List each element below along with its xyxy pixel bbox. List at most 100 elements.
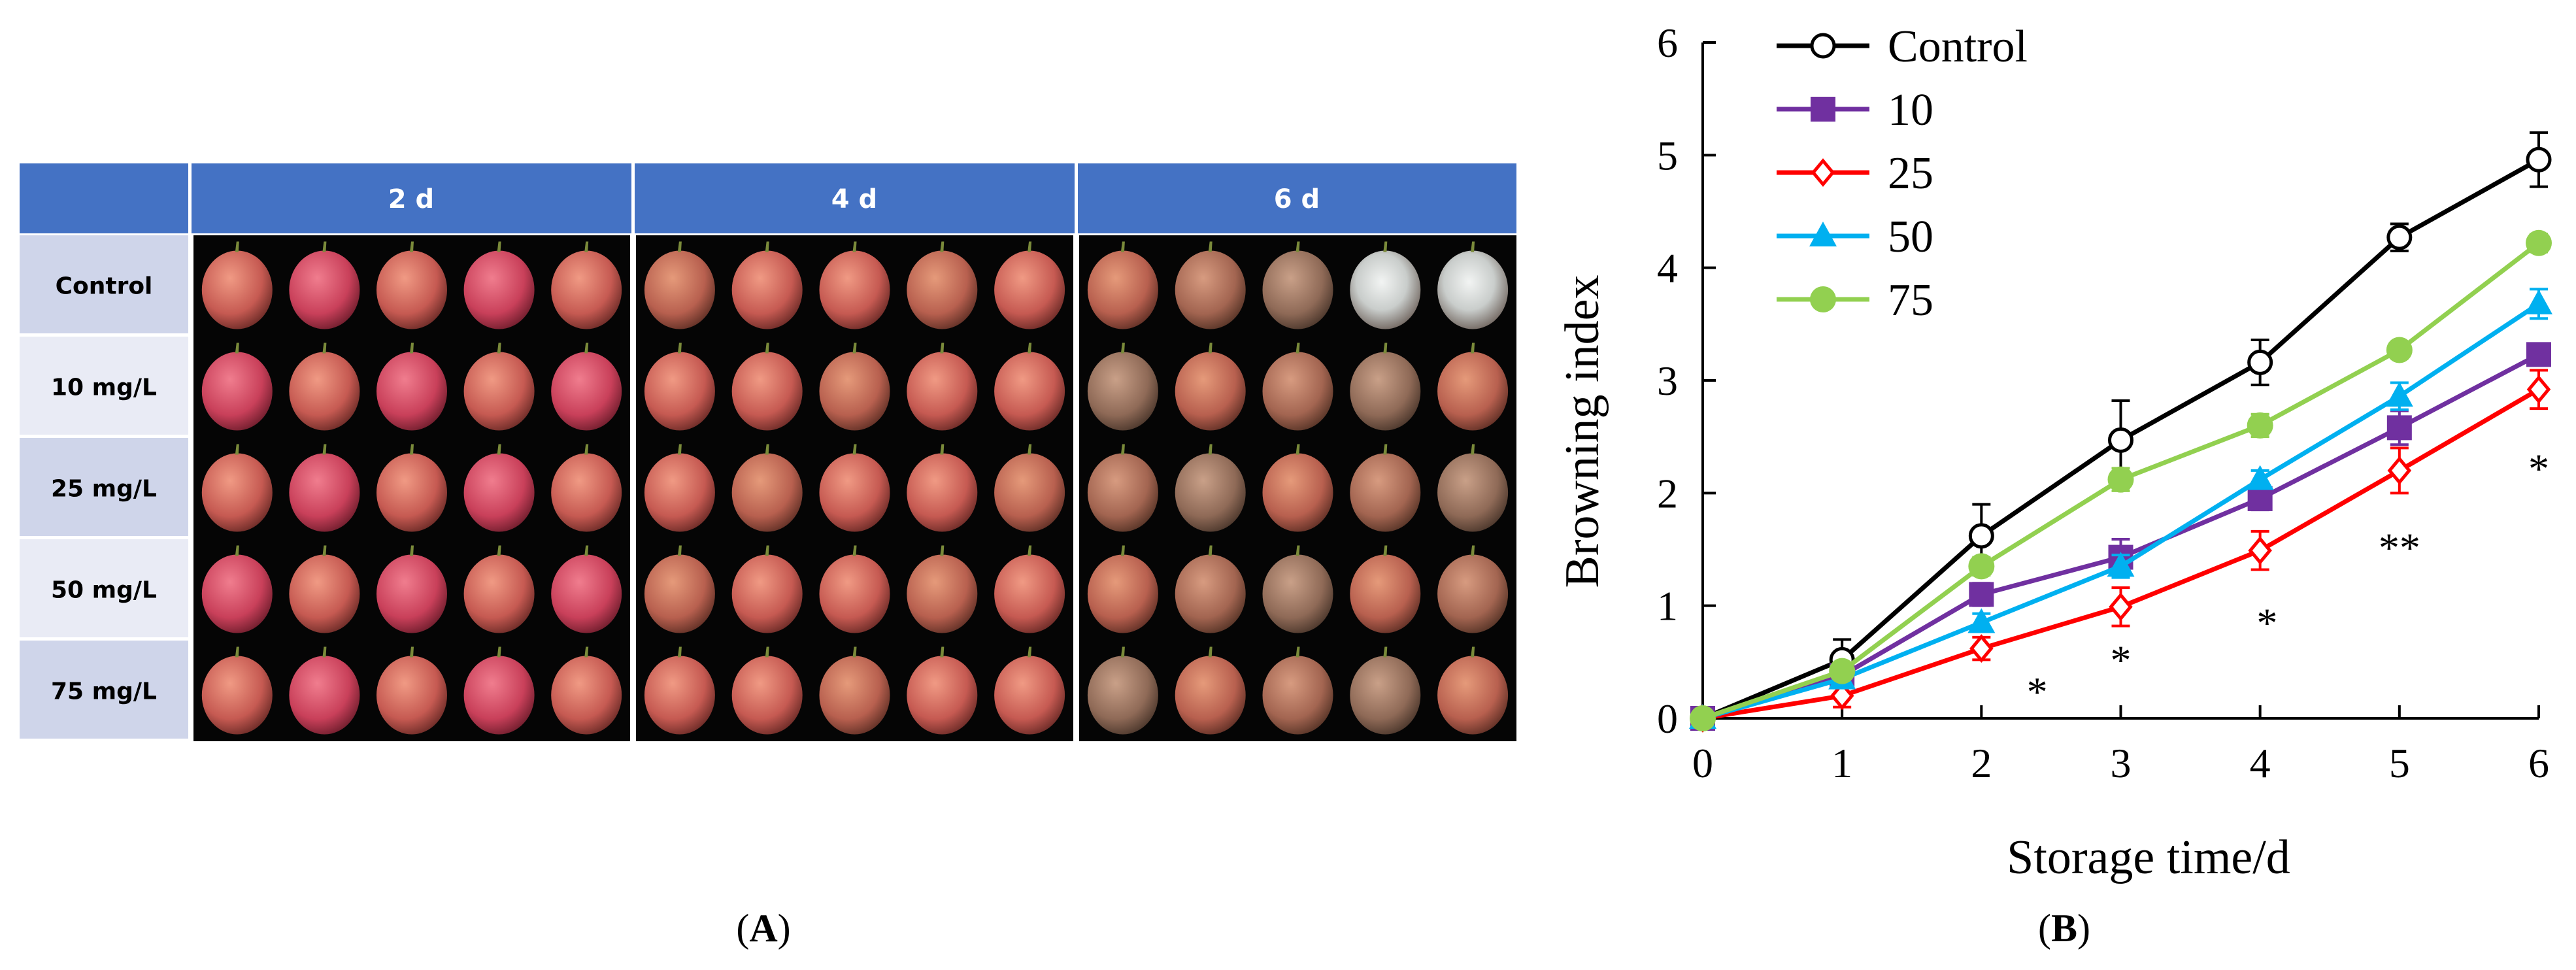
lychee-stem [1120,646,1125,658]
lychee-fruit [201,554,273,633]
lychee-fruit [1350,453,1421,532]
lychee-stem [1471,545,1475,556]
lychee-fruit [1175,250,1246,329]
lychee-stem [1208,343,1213,354]
lychee-fruit [289,250,360,329]
lychee-fruit [731,453,803,532]
lychee-fruit [289,656,360,735]
panel-a-letter: A [749,907,777,950]
x-tick-label: 0 [1692,740,1713,786]
lychee-fruit [1262,250,1333,329]
legend-marker [1810,33,1836,59]
lychee-fruit [1262,453,1333,532]
lychee-fruit [289,554,360,633]
x-tick-label: 3 [2111,740,2132,786]
legend-marker [1811,97,1835,122]
lychee-fruit [463,554,535,633]
data-point [2108,427,2133,453]
legend-marker [1811,158,1835,187]
header-divider [1075,163,1078,233]
lychee-stem [677,444,682,455]
legend-marker [1810,286,1836,312]
lychee-stem [1383,545,1388,556]
data-point [2386,224,2413,250]
lychee-stem [1296,241,1300,252]
significance-marker: * [2027,669,2048,715]
lychee-stem [1471,241,1475,252]
lychee-stem [1208,545,1213,556]
lychee-fruit [376,656,447,735]
data-point [1969,582,1994,607]
lychee-fruit [1437,554,1509,633]
lychee-stem [852,444,857,455]
lychee-stem [765,545,769,556]
legend-marker [1809,222,1837,246]
lychee-fruit [463,352,535,431]
lychee-stem [940,646,945,658]
legend-item-control: Control [1777,22,2028,72]
column-header-2d: 2 d [388,184,434,214]
data-point [1829,658,1856,684]
lychee-fruit [731,250,803,329]
lychee-fruit [819,554,890,633]
data-point [2526,229,2552,256]
lychee-fruit [289,453,360,532]
lychee-fruit [907,554,978,633]
x-tick-label: 1 [1832,740,1852,786]
lychee-fruit [907,352,978,431]
lychee-stem [1028,241,1032,252]
data-point [2386,415,2412,441]
lychee-stem [1296,545,1300,556]
lychee-fruit [551,656,622,735]
header-divider [631,163,635,233]
lychee-stem [235,545,239,556]
lychee-fruit [1437,453,1509,532]
lychee-fruit [1087,250,1158,329]
lychee-stem [765,646,769,658]
lychee-fruit [1262,352,1333,431]
row-label-75mg: 75 mg/L [51,678,157,705]
lychee-fruit [994,453,1065,532]
lychee-stem [1120,241,1125,252]
lychee-stem [765,343,769,354]
row-label-cell [20,438,188,536]
lychee-fruit [644,352,715,431]
lychee-fruit [1262,554,1333,633]
lychee-fruit [201,453,273,532]
lychee-stem [584,545,589,556]
lychee-stem [584,646,589,658]
lychee-stem [1471,646,1475,658]
lychee-stem [497,444,501,455]
lychee-stem [235,343,239,354]
lychee-stem [1471,444,1475,455]
lychee-fruit [551,554,622,633]
row-label-50mg: 50 mg/L [51,577,157,604]
data-point [1968,553,1995,580]
lychee-fruit [201,656,273,735]
data-point [2107,466,2134,493]
chart-legend: Control 10 25 50 75 [1777,22,2028,326]
lychee-stem [940,444,945,455]
legend-item-10: 10 [1777,85,1933,135]
legend-label: Control [1888,22,2028,72]
lychee-stem [852,343,857,354]
lychee-fruit [1350,554,1421,633]
data-point [1690,705,1716,731]
data-point [2526,375,2551,404]
lychee-fruit [994,554,1065,633]
lychee-fruit [907,656,978,735]
chart-series [1689,131,2552,733]
lychee-stem [584,444,589,455]
lychee-stem [765,241,769,252]
lychee-stem [1028,646,1032,658]
lychee-stem [940,343,945,354]
lychee-stem [1383,444,1388,455]
y-tick-label: 1 [1657,583,1678,629]
legend-item-25: 25 [1777,148,1933,199]
lychee-stem [940,545,945,556]
data-point [1969,634,1994,663]
lychee-fruit [1175,453,1246,532]
lychee-stem [322,646,327,658]
lychee-fruit [1087,656,1158,735]
header-divider [188,163,192,233]
